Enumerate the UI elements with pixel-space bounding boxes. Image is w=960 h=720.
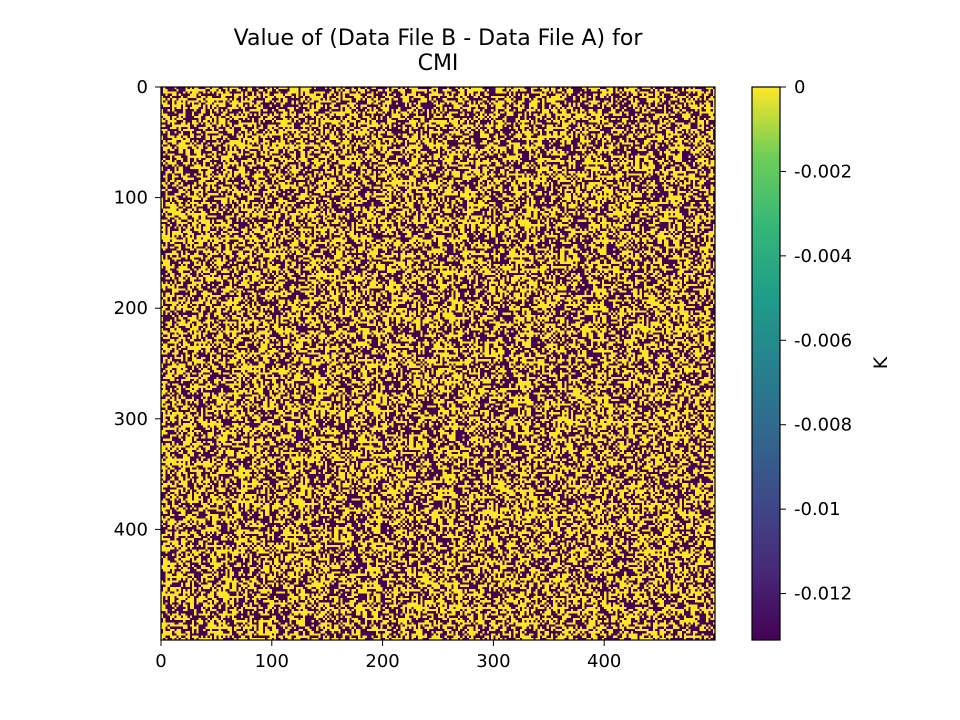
colorbar-tick-label: -0.006 bbox=[794, 330, 852, 351]
y-axis: 0 100 200 300 400 bbox=[114, 77, 161, 540]
colorbar-axis: 0 -0.002 -0.004 -0.006 -0.008 -0.01 -0.012 bbox=[780, 77, 852, 605]
chart-title-line-1: Value of (Data File B - Data File A) for bbox=[233, 26, 643, 51]
colorbar-frame bbox=[751, 86, 781, 641]
y-tick-label: 400 bbox=[114, 519, 148, 540]
heatmap-image bbox=[161, 87, 715, 640]
colorbar-label: K bbox=[870, 356, 892, 369]
colorbar-gradient bbox=[752, 87, 780, 640]
y-tick-label: 300 bbox=[114, 409, 148, 430]
y-tick-label: 100 bbox=[114, 188, 148, 209]
y-tick-label: 200 bbox=[114, 298, 148, 319]
x-tick-label: 400 bbox=[587, 651, 621, 672]
x-tick-label: 200 bbox=[365, 651, 399, 672]
chart-title-line-2: CMI bbox=[417, 51, 459, 76]
x-tick-label: 100 bbox=[255, 651, 289, 672]
y-tick-label: 0 bbox=[137, 77, 148, 98]
x-tick-label: 300 bbox=[476, 651, 510, 672]
colorbar-tick-label: 0 bbox=[794, 77, 805, 98]
x-axis: 0 100 200 300 400 bbox=[155, 640, 621, 672]
x-tick-label: 0 bbox=[155, 651, 166, 672]
plot-frame bbox=[160, 86, 716, 641]
colorbar-tick-label: -0.002 bbox=[794, 161, 852, 182]
colorbar-tick-label: -0.008 bbox=[794, 415, 852, 436]
heatmap-image-container bbox=[161, 87, 715, 640]
colorbar-tick-label: -0.004 bbox=[794, 246, 852, 267]
colorbar-tick-label: -0.01 bbox=[794, 499, 841, 520]
colorbar-tick-label: -0.012 bbox=[794, 584, 852, 605]
